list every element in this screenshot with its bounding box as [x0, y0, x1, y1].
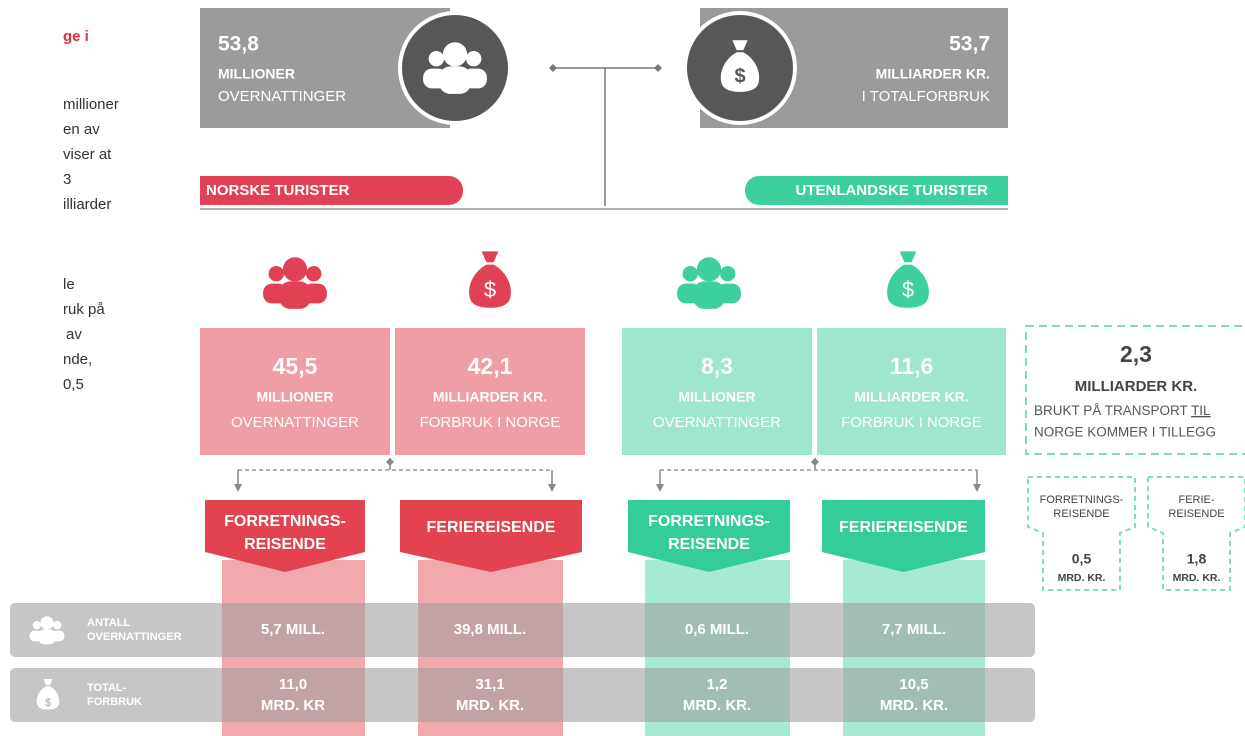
- row-value: 1,2: [707, 676, 728, 693]
- people-icon: [675, 257, 743, 309]
- transport-desc-text: BRUKT PÅ TRANSPORT: [1034, 403, 1188, 418]
- transport-value: 2,3: [1120, 341, 1152, 367]
- row-value: 31,1: [475, 676, 504, 693]
- row-value: 11,0: [279, 676, 307, 693]
- segment-label: FERIEREISENDE: [839, 519, 968, 536]
- arrow-head: [656, 484, 664, 492]
- card-value: 8,3: [701, 353, 733, 379]
- transport-unit: MILLIARDER KR.: [1075, 378, 1198, 395]
- row-label: FORBRUK: [87, 696, 142, 708]
- segment-label: REISENDE: [668, 536, 750, 553]
- transport-part-label: FORRETNINGS-: [1040, 494, 1124, 506]
- segment-banner: [628, 500, 790, 572]
- transport-part-label: REISENDE: [1168, 508, 1224, 520]
- row-value: MRD. KR.: [456, 697, 524, 714]
- transport-desc: BRUKT PÅ TRANSPORT TIL: [1034, 403, 1211, 418]
- row-value: 5,7 MILL.: [261, 621, 325, 638]
- card-value: 11,6: [890, 353, 934, 379]
- card-desc: FORBRUK I NORGE: [420, 414, 561, 431]
- sidebar-line: 0,5: [63, 376, 84, 393]
- connector-diamond: [386, 458, 394, 466]
- segment-banner: [822, 500, 985, 572]
- currency-symbol: $: [484, 277, 496, 302]
- arrow-head: [973, 484, 981, 492]
- transport-box: [1025, 325, 1245, 455]
- transport-part-label: FERIE-: [1178, 494, 1214, 506]
- row-value: 7,7 MILL.: [882, 621, 946, 638]
- group-label: UTENLANDSKE TURISTER: [795, 182, 988, 199]
- top-value: 53,8: [218, 33, 259, 56]
- transport-part-value: 0,5: [1072, 551, 1092, 567]
- connector-diamond: [654, 64, 662, 72]
- row-label: OVERNATTINGER: [87, 631, 182, 643]
- card-desc: FORBRUK I NORGE: [841, 414, 982, 431]
- card-unit: MILLIARDER KR.: [433, 389, 547, 405]
- connector-diamond: [549, 64, 557, 72]
- segment-label: FORRETNINGS-: [224, 513, 346, 530]
- segment-label: FERIEREISENDE: [427, 519, 556, 536]
- group-label-bg: [978, 176, 1008, 205]
- transport-desc-underlined: TIL: [1191, 403, 1211, 418]
- row-band: [10, 668, 1035, 722]
- card-desc: OVERNATTINGER: [653, 414, 781, 431]
- segment-label: REISENDE: [244, 536, 326, 553]
- sidebar-heading: ge i: [63, 28, 89, 45]
- top-desc: OVERNATTINGER: [218, 88, 346, 105]
- card-unit: MILLIONER: [257, 389, 334, 405]
- top-unit: MILLIONER: [218, 66, 295, 82]
- row-value: 10,5: [899, 676, 928, 693]
- card: [200, 328, 390, 455]
- segment-banner: [205, 500, 365, 572]
- sidebar-line: illiarder: [63, 196, 111, 213]
- transport-desc: NORGE KOMMER I TILLEGG: [1034, 425, 1216, 440]
- row-label: ANTALL: [87, 617, 130, 629]
- row-value: MRD. KR: [261, 697, 325, 714]
- sidebar-line: 3: [63, 171, 71, 188]
- top-unit: MILLIARDER KR.: [876, 66, 990, 82]
- card-value: 42,1: [468, 353, 513, 379]
- sidebar-line: viser at: [63, 146, 112, 163]
- sidebar-line: millioner: [63, 96, 119, 113]
- arrow-head: [234, 484, 242, 492]
- currency-symbol: $: [902, 277, 914, 302]
- top-desc: I TOTALFORBRUK: [862, 88, 990, 105]
- sidebar-line: le: [63, 276, 75, 293]
- card-desc: OVERNATTINGER: [231, 414, 359, 431]
- row-value: MRD. KR.: [880, 697, 948, 714]
- connector-diamond: [811, 458, 819, 466]
- top-value: 53,7: [949, 33, 990, 56]
- transport-part-unit: MRD. KR.: [1058, 572, 1106, 584]
- group-label: NORSKE TURISTER: [206, 182, 350, 199]
- currency-symbol: $: [734, 65, 745, 87]
- group-label-bg: [200, 176, 230, 205]
- card-unit: MILLIONER: [679, 389, 756, 405]
- card: [395, 328, 585, 455]
- card: [622, 328, 812, 455]
- card-unit: MILLIARDER KR.: [854, 389, 968, 405]
- group-label-bg: [200, 176, 463, 205]
- arrow-head: [548, 484, 556, 492]
- sidebar-line: av: [66, 326, 82, 343]
- row-value: 39,8 MILL.: [454, 621, 527, 638]
- sidebar-line: en av: [63, 121, 100, 138]
- transport-part-value: 1,8: [1187, 551, 1207, 567]
- transport-part-unit: MRD. KR.: [1173, 572, 1221, 584]
- row-band: [10, 603, 1035, 657]
- segment-banner: [400, 500, 582, 572]
- row-label: TOTAL-: [87, 682, 127, 694]
- transport-part-box: [1147, 476, 1245, 591]
- people-icon: [261, 257, 329, 309]
- group-label-bg: [745, 176, 1008, 205]
- sidebar-line: nde,: [63, 351, 92, 368]
- card: [817, 328, 1006, 455]
- segment-label: FORRETNINGS-: [648, 513, 770, 530]
- transport-part-label: REISENDE: [1053, 508, 1109, 520]
- row-value: MRD. KR.: [683, 697, 751, 714]
- card-value: 45,5: [273, 353, 318, 379]
- row-value: 0,6 MILL.: [685, 621, 749, 638]
- currency-symbol: $: [45, 697, 51, 709]
- sidebar-line: ruk på: [63, 301, 105, 318]
